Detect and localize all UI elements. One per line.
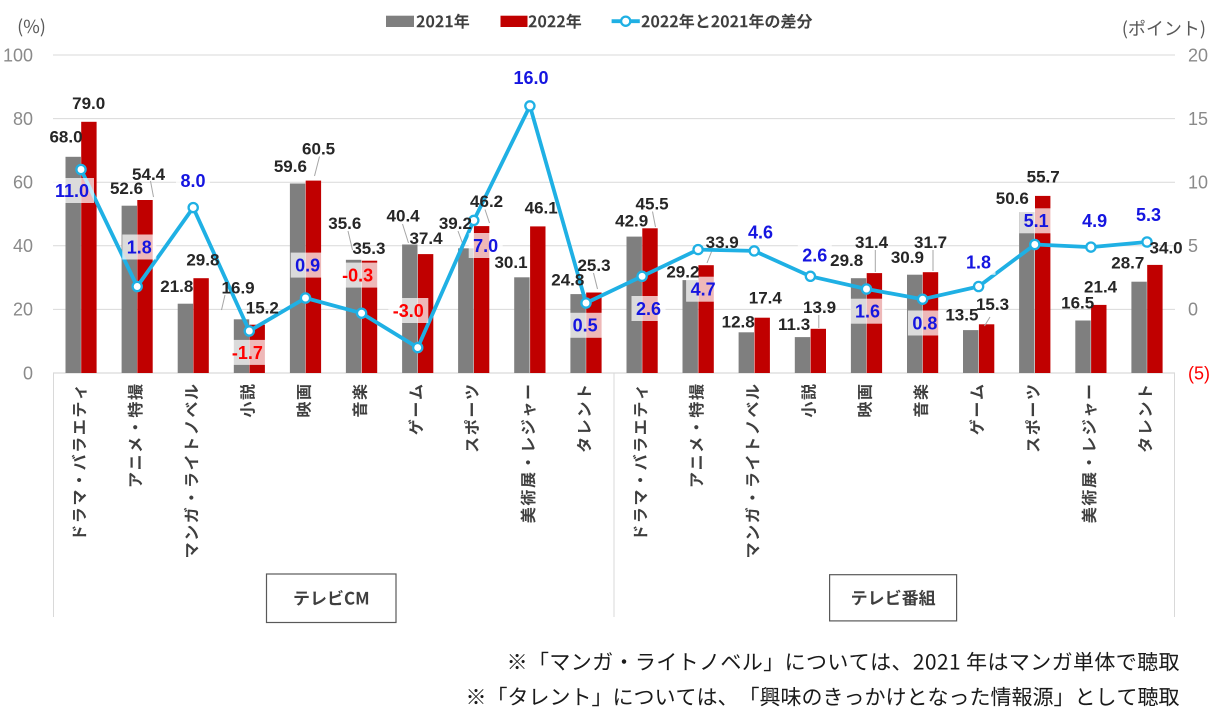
svg-text:28.7: 28.7 (1111, 253, 1144, 272)
svg-text:10: 10 (1188, 173, 1208, 193)
svg-text:2.6: 2.6 (636, 299, 661, 319)
svg-text:4.9: 4.9 (1082, 211, 1107, 231)
svg-text:35.3: 35.3 (352, 239, 385, 258)
svg-text:16.5: 16.5 (1061, 294, 1094, 313)
svg-text:11.0: 11.0 (55, 181, 89, 201)
svg-text:-3.0: -3.0 (393, 301, 424, 321)
svg-text:15: 15 (1188, 109, 1208, 129)
svg-text:29.8: 29.8 (186, 250, 219, 269)
svg-text:2.6: 2.6 (802, 246, 827, 266)
svg-text:0.8: 0.8 (912, 313, 937, 333)
svg-text:16.9: 16.9 (222, 278, 255, 297)
svg-text:55.7: 55.7 (1027, 168, 1060, 187)
svg-text:11.3: 11.3 (778, 315, 810, 334)
svg-text:21.8: 21.8 (160, 277, 193, 296)
svg-text:29.8: 29.8 (830, 251, 863, 270)
svg-text:0: 0 (23, 363, 33, 383)
svg-text:60.5: 60.5 (302, 140, 335, 159)
svg-text:0.5: 0.5 (573, 316, 598, 336)
svg-text:5.3: 5.3 (1136, 205, 1161, 225)
svg-text:(5): (5) (1188, 363, 1210, 383)
svg-text:0: 0 (1188, 300, 1198, 320)
svg-text:-1.7: -1.7 (232, 343, 263, 363)
svg-text:1.8: 1.8 (966, 253, 991, 273)
svg-text:60: 60 (13, 173, 33, 193)
svg-text:34.0: 34.0 (1150, 238, 1183, 257)
svg-text:39.2: 39.2 (439, 214, 472, 233)
svg-text:45.5: 45.5 (636, 194, 669, 213)
svg-text:59.6: 59.6 (274, 157, 307, 176)
svg-text:42.9: 42.9 (615, 212, 648, 231)
svg-text:-0.3: -0.3 (342, 266, 373, 286)
svg-text:31.4: 31.4 (855, 233, 889, 252)
svg-text:100: 100 (3, 45, 33, 65)
svg-text:31.7: 31.7 (914, 233, 947, 252)
svg-text:52.6: 52.6 (110, 179, 143, 198)
svg-text:29.2: 29.2 (666, 262, 699, 281)
svg-text:24.8: 24.8 (551, 270, 584, 289)
svg-text:50.6: 50.6 (996, 189, 1029, 208)
svg-text:20: 20 (1188, 45, 1208, 65)
svg-text:30.1: 30.1 (494, 253, 527, 272)
svg-text:35.6: 35.6 (328, 214, 361, 233)
svg-text:20: 20 (13, 300, 33, 320)
svg-text:25.3: 25.3 (577, 256, 610, 275)
svg-text:13.9: 13.9 (803, 298, 836, 317)
svg-text:33.9: 33.9 (706, 233, 739, 252)
svg-text:46.1: 46.1 (525, 198, 558, 217)
svg-text:46.2: 46.2 (470, 192, 503, 211)
svg-text:80: 80 (13, 109, 33, 129)
svg-text:37.4: 37.4 (409, 229, 443, 248)
svg-text:40.4: 40.4 (387, 207, 421, 226)
svg-text:4.7: 4.7 (691, 280, 716, 300)
svg-text:21.4: 21.4 (1084, 278, 1118, 297)
svg-text:15.2: 15.2 (246, 298, 279, 317)
svg-text:17.4: 17.4 (749, 289, 783, 308)
svg-text:30.9: 30.9 (891, 248, 924, 267)
svg-text:79.0: 79.0 (72, 94, 105, 113)
svg-text:5.1: 5.1 (1024, 211, 1049, 231)
svg-text:15.3: 15.3 (976, 295, 1009, 314)
svg-text:13.5: 13.5 (945, 305, 978, 324)
svg-text:16.0: 16.0 (513, 68, 548, 88)
svg-text:7.0: 7.0 (473, 236, 498, 256)
svg-text:1.8: 1.8 (127, 237, 152, 257)
svg-text:54.4: 54.4 (132, 165, 166, 184)
svg-text:40: 40 (13, 236, 33, 256)
svg-text:12.8: 12.8 (722, 313, 755, 332)
svg-text:4.6: 4.6 (748, 223, 773, 243)
svg-text:0.9: 0.9 (295, 256, 320, 276)
svg-text:1.6: 1.6 (855, 302, 880, 322)
svg-text:68.0: 68.0 (49, 128, 82, 147)
svg-text:8.0: 8.0 (180, 171, 205, 191)
svg-text:5: 5 (1188, 236, 1198, 256)
